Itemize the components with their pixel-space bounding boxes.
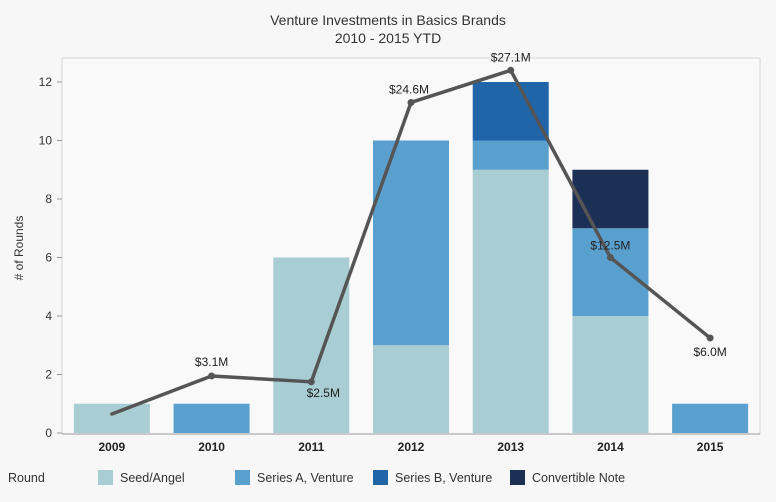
trend-point: [706, 334, 714, 342]
y-tick-label: 12: [39, 75, 53, 89]
bar-segment: [572, 169, 649, 229]
trend-value-label: $24.6M: [389, 82, 429, 96]
bar-segment: [572, 316, 649, 433]
y-tick-label: 0: [45, 426, 52, 440]
legend-swatch: [98, 470, 113, 485]
trend-value-label: $12.5M: [590, 239, 630, 253]
trend-line: $3.1M $2.5M $24.6M $27.1M $12.5M $6.0M: [110, 50, 727, 416]
x-tick-label: 2014: [597, 440, 624, 454]
y-axis: 0 2 4 6 8 10 12: [39, 75, 62, 440]
bar-segment: [73, 403, 150, 433]
y-tick-label: 8: [45, 192, 52, 206]
trend-point: [407, 98, 415, 106]
bar-segment: [373, 140, 449, 346]
legend-label: Series B, Venture: [395, 471, 492, 485]
chart-subtitle: 2010 - 2015 YTD: [335, 30, 441, 46]
trend-value-label: $27.1M: [491, 50, 531, 64]
trend-point: [507, 66, 515, 74]
bar-segment: [472, 169, 549, 433]
trend-point: [606, 254, 614, 261]
trend-value-label: $6.0M: [693, 345, 726, 359]
chart-title: Venture Investments in Basics Brands: [270, 12, 506, 28]
trend-value-label: $2.5M: [307, 386, 340, 400]
x-tick-label: 2013: [497, 440, 524, 454]
trend-value-label: $3.1M: [195, 355, 228, 369]
x-axis: 2009 2010 2011 2012 2013 2014 2015: [62, 433, 760, 454]
trend-point: [208, 372, 216, 380]
bar-segment: [373, 345, 449, 433]
x-tick-label: 2012: [398, 440, 425, 454]
trend-point: [307, 378, 315, 386]
legend-label: Seed/Angel: [120, 471, 185, 485]
legend-label: Series A, Venture: [257, 471, 354, 485]
x-tick-label: 2015: [697, 440, 724, 454]
y-tick-label: 2: [45, 368, 52, 382]
bar-segment: [273, 257, 350, 433]
legend: Round Seed/Angel Series A, Venture Series …: [8, 470, 625, 485]
y-tick-label: 4: [45, 309, 52, 323]
legend-swatch: [373, 470, 388, 485]
x-tick-label: 2010: [198, 440, 225, 454]
bar-segment: [472, 140, 549, 170]
y-tick-label: 10: [39, 134, 53, 148]
bar-segment: [472, 82, 549, 141]
y-axis-title: # of Rounds: [12, 216, 26, 281]
x-tick-label: 2009: [99, 440, 126, 454]
bar-segment: [173, 403, 250, 433]
legend-title: Round: [8, 471, 45, 485]
y-tick-label: 6: [45, 251, 52, 265]
bar-segment: [572, 228, 649, 316]
bar-segment: [672, 403, 749, 433]
legend-swatch: [510, 470, 525, 485]
x-tick-label: 2011: [298, 440, 324, 454]
bars: [73, 82, 749, 433]
legend-label: Convertible Note: [532, 471, 625, 485]
legend-swatch: [235, 470, 250, 485]
